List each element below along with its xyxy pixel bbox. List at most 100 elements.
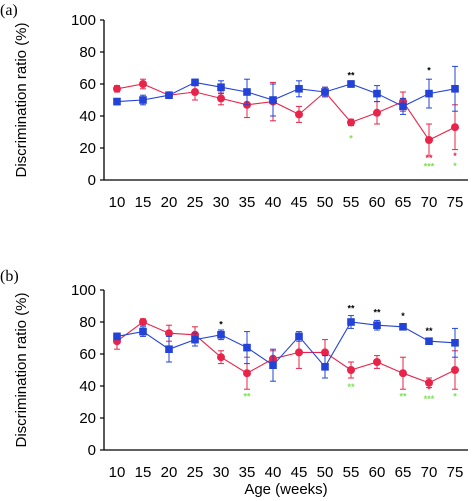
data-point-circle xyxy=(399,369,407,378)
x-tick-label: 50 xyxy=(317,194,334,211)
significance-marker: ** xyxy=(347,382,355,392)
x-tick-label: 65 xyxy=(395,194,412,211)
x-tick-label: 70 xyxy=(421,194,438,211)
x-tick-label: 20 xyxy=(161,464,178,481)
data-point-square xyxy=(321,88,329,96)
panel-a-chart: (a) 0 20 40 60 80 100 10 15 20 25 30 35 40 45 50 55 60 65 7… xyxy=(0,2,468,211)
x-tick-label: 50 xyxy=(317,464,334,481)
data-point-square xyxy=(425,337,433,345)
panel-label: (a) xyxy=(0,2,18,19)
x-tick-label: 35 xyxy=(239,464,256,481)
data-point-square xyxy=(243,88,251,96)
data-point-square xyxy=(399,102,407,111)
data-point-square xyxy=(217,83,225,91)
data-point-square xyxy=(295,332,303,341)
data-point-circle xyxy=(191,88,199,96)
y-tick-label: 100 xyxy=(71,282,96,299)
data-point-square xyxy=(113,332,121,341)
x-tick-label: 10 xyxy=(109,194,126,211)
data-point-square xyxy=(243,343,251,352)
data-point-square xyxy=(269,96,277,104)
data-point-square xyxy=(373,321,381,329)
x-tick-label: 45 xyxy=(291,194,308,211)
data-point-square xyxy=(347,318,355,326)
significance-marker: ** xyxy=(347,70,355,80)
x-tick-label: 10 xyxy=(109,464,126,481)
y-tick-label: 100 xyxy=(71,12,96,29)
data-point-circle xyxy=(139,80,147,88)
significance-marker: ** xyxy=(373,308,381,318)
x-tick-label: 60 xyxy=(369,194,386,211)
data-point-square xyxy=(165,345,173,353)
x-tick-label: 55 xyxy=(343,464,360,481)
data-point-circle xyxy=(373,358,381,366)
data-point-square xyxy=(139,327,147,336)
data-point-square xyxy=(451,339,459,347)
significance-marker: * xyxy=(427,384,431,394)
y-tick-label: 20 xyxy=(79,410,96,427)
data-point-square xyxy=(139,96,147,104)
significance-marker: * xyxy=(427,66,431,76)
significance-marker: * xyxy=(401,311,405,321)
significance-marker: ** xyxy=(399,392,407,402)
x-tick-label: 30 xyxy=(213,464,230,481)
data-point-circle xyxy=(217,353,225,362)
x-tick-label: 25 xyxy=(187,464,204,481)
x-tick-label: 55 xyxy=(343,194,360,211)
data-point-circle xyxy=(217,94,225,103)
significance-marker: ** xyxy=(425,153,433,163)
x-tick-label: 15 xyxy=(135,194,152,211)
panel-b-chart: (b) 0 20 40 60 80 100 10 15 20 25 30 35 40 45 50 55 60 65 7… xyxy=(0,268,468,498)
data-point-circle xyxy=(321,348,329,357)
significance-marker: * xyxy=(349,134,353,144)
series-line-blue xyxy=(116,321,456,368)
significance-marker: ** xyxy=(243,392,251,402)
series-line-red xyxy=(116,321,456,384)
data-point-circle xyxy=(425,378,433,387)
y-tick-label: 0 xyxy=(88,442,96,459)
x-tick-label: 75 xyxy=(447,194,464,211)
x-tick-label: 45 xyxy=(291,464,308,481)
x-tick-label: 70 xyxy=(421,464,438,481)
y-tick-label: 40 xyxy=(79,108,96,125)
significance-marker: * xyxy=(453,151,457,161)
panel-label: (b) xyxy=(0,268,19,285)
x-tick-label: 20 xyxy=(161,194,178,211)
data-point-circle xyxy=(295,110,303,119)
significance-marker: *** xyxy=(424,162,435,172)
x-tick-label: 35 xyxy=(239,194,256,211)
series-line-blue xyxy=(116,81,456,108)
significance-marker: ** xyxy=(347,304,355,314)
data-point-circle xyxy=(347,366,355,374)
data-point-square xyxy=(347,80,355,88)
y-tick-label: 40 xyxy=(79,378,96,395)
x-tick-label: 75 xyxy=(447,464,464,481)
x-tick-label: 30 xyxy=(213,194,230,211)
data-point-circle xyxy=(139,318,147,326)
x-tick-label: 40 xyxy=(265,464,282,481)
x-tick-label: 25 xyxy=(187,194,204,211)
data-point-square xyxy=(217,331,225,339)
significance-marker: * xyxy=(453,392,457,402)
y-tick-label: 60 xyxy=(79,346,96,363)
y-tick-label: 20 xyxy=(79,140,96,157)
x-axis-title: Age (weeks) xyxy=(244,481,327,498)
data-point-square xyxy=(451,85,459,93)
data-point-square xyxy=(165,91,173,99)
data-point-square xyxy=(425,89,433,98)
data-point-square xyxy=(113,97,121,106)
x-tick-label: 15 xyxy=(135,464,152,481)
data-point-circle xyxy=(451,123,459,132)
data-point-circle xyxy=(373,108,381,117)
series-line-red xyxy=(116,83,456,141)
y-tick-label: 60 xyxy=(79,76,96,93)
significance-marker: *** xyxy=(424,394,435,404)
x-tick-label: 60 xyxy=(369,464,386,481)
data-point-circle xyxy=(295,348,303,357)
x-tick-label: 40 xyxy=(265,194,282,211)
data-point-square xyxy=(321,363,329,371)
data-point-circle xyxy=(165,329,173,338)
y-tick-label: 80 xyxy=(79,44,96,61)
significance-marker: * xyxy=(219,320,223,330)
